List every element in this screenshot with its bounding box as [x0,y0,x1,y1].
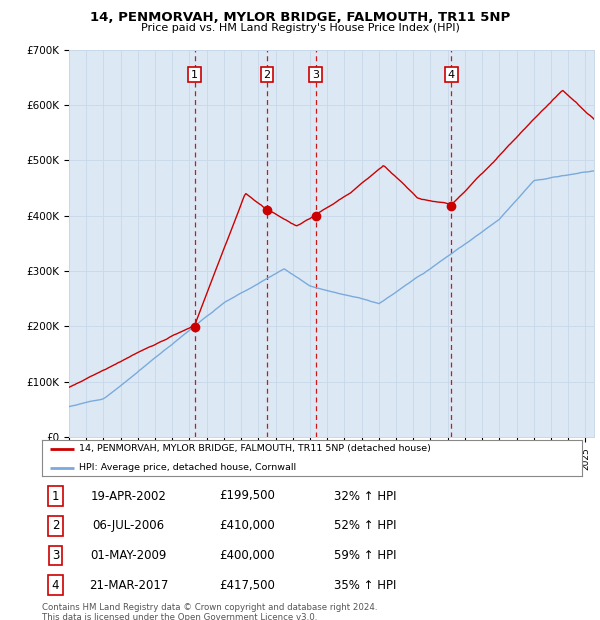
Text: Price paid vs. HM Land Registry's House Price Index (HPI): Price paid vs. HM Land Registry's House … [140,23,460,33]
Text: 1: 1 [52,490,59,502]
Text: 35% ↑ HPI: 35% ↑ HPI [334,579,396,591]
Text: Contains HM Land Registry data © Crown copyright and database right 2024.
This d: Contains HM Land Registry data © Crown c… [42,603,377,620]
Text: HPI: Average price, detached house, Cornwall: HPI: Average price, detached house, Corn… [79,463,296,472]
Text: 4: 4 [448,69,455,79]
Text: 32% ↑ HPI: 32% ↑ HPI [334,490,396,502]
Text: £400,000: £400,000 [220,549,275,562]
Text: 2: 2 [263,69,271,79]
Text: 3: 3 [52,549,59,562]
Text: 14, PENMORVAH, MYLOR BRIDGE, FALMOUTH, TR11 5NP (detached house): 14, PENMORVAH, MYLOR BRIDGE, FALMOUTH, T… [79,444,431,453]
Text: 1: 1 [191,69,198,79]
Text: £410,000: £410,000 [220,520,275,532]
Text: 19-APR-2002: 19-APR-2002 [91,490,166,502]
Text: 59% ↑ HPI: 59% ↑ HPI [334,549,396,562]
Text: 14, PENMORVAH, MYLOR BRIDGE, FALMOUTH, TR11 5NP: 14, PENMORVAH, MYLOR BRIDGE, FALMOUTH, T… [90,11,510,24]
Text: £199,500: £199,500 [219,490,275,502]
Text: £417,500: £417,500 [219,579,275,591]
Text: 06-JUL-2006: 06-JUL-2006 [92,520,164,532]
Text: 2: 2 [52,520,59,532]
Text: 01-MAY-2009: 01-MAY-2009 [90,549,167,562]
Text: 4: 4 [52,579,59,591]
Text: 3: 3 [312,69,319,79]
Text: 52% ↑ HPI: 52% ↑ HPI [334,520,396,532]
Text: 21-MAR-2017: 21-MAR-2017 [89,579,168,591]
